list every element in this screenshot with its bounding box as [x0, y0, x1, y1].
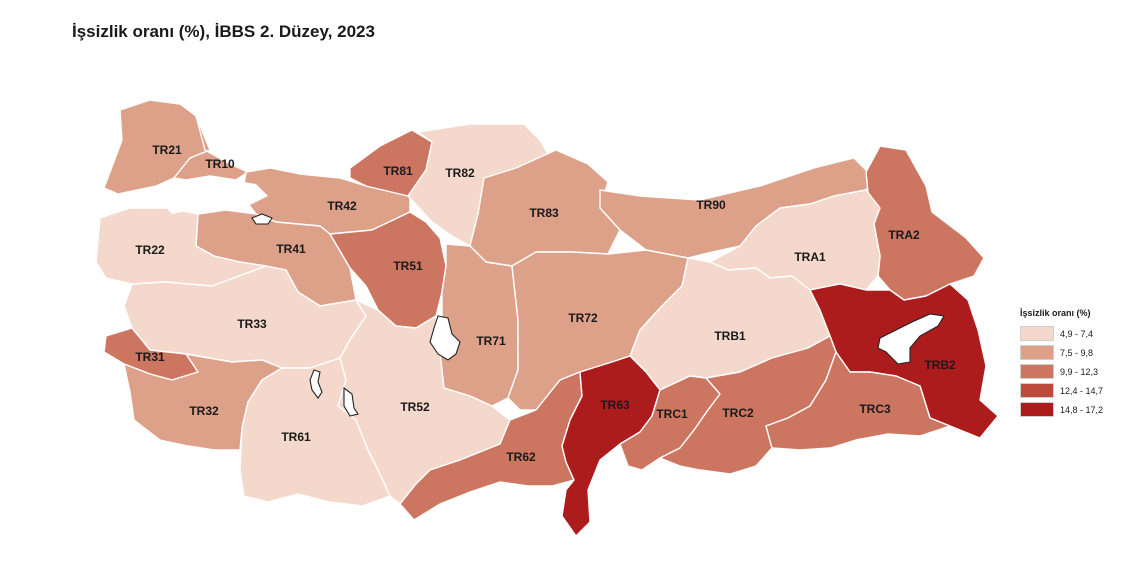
legend-item: 4,9 - 7,4: [1020, 324, 1103, 343]
region-label-tr83: TR83: [529, 206, 559, 220]
region-label-tra1: TRA1: [794, 250, 826, 264]
region-tra2[interactable]: [865, 145, 985, 301]
region-label-tr51: TR51: [393, 259, 423, 273]
map-title: İşsizlik oranı (%), İBBS 2. Düzey, 2023: [72, 22, 375, 41]
region-label-tr71: TR71: [476, 334, 506, 348]
region-label-tr90: TR90: [696, 198, 726, 212]
lake-egirdir: [309, 369, 323, 399]
legend-item: 7,5 - 9,8: [1020, 343, 1103, 362]
lake-marmara-island: [251, 213, 273, 225]
lake-beysehir: [343, 386, 359, 417]
region-label-tr61: TR61: [281, 430, 311, 444]
region-label-trc3: TRC3: [859, 402, 891, 416]
region-tr10[interactable]: [173, 115, 249, 181]
region-label-tr31: TR31: [135, 350, 165, 364]
legend-swatch: [1020, 402, 1054, 417]
region-label-trb1: TRB1: [714, 329, 746, 343]
region-label-tr82: TR82: [445, 166, 475, 180]
marmara-sea: [166, 180, 268, 214]
region-label-tr22: TR22: [135, 243, 165, 257]
region-label-tr10: TR10: [205, 157, 235, 171]
region-label-trb2: TRB2: [924, 358, 956, 372]
legend-label: 12,4 - 14,7: [1060, 385, 1104, 396]
region-tr51[interactable]: [329, 211, 447, 329]
region-label-tr32: TR32: [189, 404, 219, 418]
legend-label: 4,9 - 7,4: [1060, 328, 1094, 339]
legend-label: 14,8 - 17,2: [1060, 404, 1104, 415]
region-label-trc2: TRC2: [722, 406, 754, 420]
legend-swatch: [1020, 383, 1054, 398]
legend-label: 9,9 - 12,3: [1060, 366, 1099, 377]
legend-item: 12,4 - 14,7: [1020, 381, 1103, 400]
region-label-tr62: TR62: [506, 450, 536, 464]
region-label-tr52: TR52: [400, 400, 430, 414]
lake-tuz: [429, 315, 461, 361]
region-tr63[interactable]: [561, 355, 661, 537]
legend-item: 9,9 - 12,3: [1020, 362, 1103, 381]
region-label-tr21: TR21: [152, 143, 182, 157]
legend-title: İşsizlik oranı (%): [1020, 308, 1091, 318]
legend-label: 7,5 - 9,8: [1060, 347, 1094, 358]
region-label-tr72: TR72: [568, 311, 598, 325]
legend-item: 14,8 - 17,2: [1020, 400, 1103, 419]
region-label-tr42: TR42: [327, 199, 357, 213]
region-label-tr41: TR41: [276, 242, 306, 256]
legend-swatch: [1020, 326, 1054, 341]
region-label-tr63: TR63: [600, 398, 630, 412]
region-label-trc1: TRC1: [656, 407, 688, 421]
legend: İşsizlik oranı (%) 4,9 - 7,4 7,5 - 9,8 9…: [1020, 308, 1103, 419]
legend-swatch: [1020, 345, 1054, 360]
legend-swatch: [1020, 364, 1054, 379]
region-trc3[interactable]: [765, 351, 951, 451]
lake-van: [877, 313, 945, 365]
region-label-tr81: TR81: [383, 164, 413, 178]
region-label-tr33: TR33: [237, 317, 267, 331]
region-label-tra2: TRA2: [888, 228, 920, 242]
